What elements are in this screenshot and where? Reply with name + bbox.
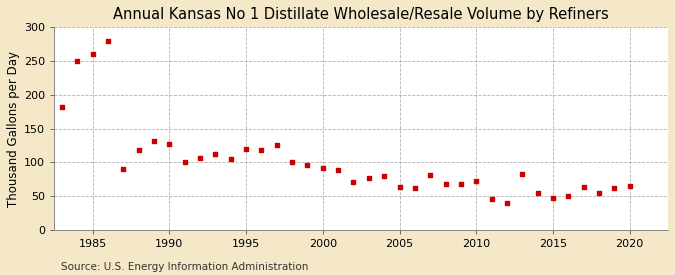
Point — [118, 167, 129, 171]
Point — [333, 168, 344, 173]
Point — [593, 191, 604, 196]
Point — [517, 172, 528, 177]
Point — [624, 184, 635, 188]
Y-axis label: Thousand Gallons per Day: Thousand Gallons per Day — [7, 51, 20, 207]
Point — [547, 196, 558, 200]
Point — [532, 191, 543, 195]
Point — [563, 194, 574, 198]
Point — [225, 157, 236, 161]
Point — [609, 186, 620, 190]
Point — [440, 182, 451, 186]
Point — [103, 39, 113, 43]
Point — [486, 197, 497, 201]
Point — [302, 163, 313, 167]
Point — [287, 160, 298, 164]
Point — [410, 186, 421, 190]
Point — [164, 142, 175, 146]
Point — [180, 160, 190, 164]
Point — [348, 180, 359, 184]
Point — [578, 185, 589, 189]
Point — [241, 147, 252, 151]
Point — [502, 201, 512, 206]
Point — [57, 105, 68, 109]
Point — [194, 156, 205, 160]
Point — [72, 59, 82, 63]
Point — [425, 173, 435, 177]
Text: Source: U.S. Energy Information Administration: Source: U.S. Energy Information Administ… — [61, 262, 308, 272]
Point — [471, 178, 482, 183]
Point — [317, 166, 328, 170]
Point — [379, 174, 389, 178]
Point — [456, 182, 466, 186]
Point — [394, 185, 405, 189]
Point — [271, 143, 282, 148]
Point — [210, 151, 221, 156]
Point — [87, 52, 98, 56]
Point — [148, 139, 159, 143]
Title: Annual Kansas No 1 Distillate Wholesale/Resale Volume by Refiners: Annual Kansas No 1 Distillate Wholesale/… — [113, 7, 609, 22]
Point — [133, 148, 144, 152]
Point — [363, 176, 374, 181]
Point — [256, 148, 267, 152]
